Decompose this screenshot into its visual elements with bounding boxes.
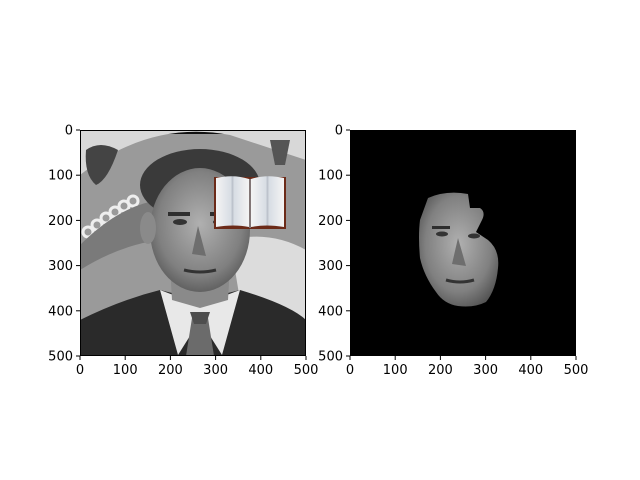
x-tick-label: 100	[383, 363, 408, 378]
y-tick-label: 500	[48, 350, 73, 365]
x-tick-label: 500	[564, 363, 589, 378]
seal-chain	[81, 194, 140, 239]
y-tick-label: 400	[48, 304, 73, 319]
x-tick-label: 0	[346, 363, 354, 378]
y-tick-label: 100	[48, 169, 73, 184]
seal-upper	[80, 130, 306, 175]
x-tick-label: 200	[158, 363, 183, 378]
tie	[186, 318, 214, 356]
y-tick-label: 0	[335, 124, 343, 139]
x-tick-label: 500	[294, 363, 319, 378]
y-tick-label: 400	[318, 304, 343, 319]
left-image-panel	[80, 130, 306, 356]
right-image-panel	[350, 130, 576, 356]
x-tick-label: 300	[203, 363, 228, 378]
x-tick-label: 400	[248, 363, 273, 378]
y-tick-label: 0	[65, 124, 73, 139]
y-tick-label: 300	[48, 259, 73, 274]
y-tick-label: 200	[318, 214, 343, 229]
x-tick-label: 100	[113, 363, 138, 378]
x-tick-label: 400	[518, 363, 543, 378]
x-tick-label: 0	[76, 363, 84, 378]
left-axes-frame	[80, 130, 306, 356]
y-tick-label: 500	[318, 350, 343, 365]
y-tick-label: 300	[318, 259, 343, 274]
shirt	[160, 290, 240, 355]
right-axes-frame	[350, 130, 576, 356]
y-tick-label: 100	[318, 169, 343, 184]
x-tick-label: 200	[428, 363, 453, 378]
book-overlay	[214, 176, 286, 229]
x-tick-label: 300	[473, 363, 498, 378]
y-tick-label: 200	[48, 214, 73, 229]
